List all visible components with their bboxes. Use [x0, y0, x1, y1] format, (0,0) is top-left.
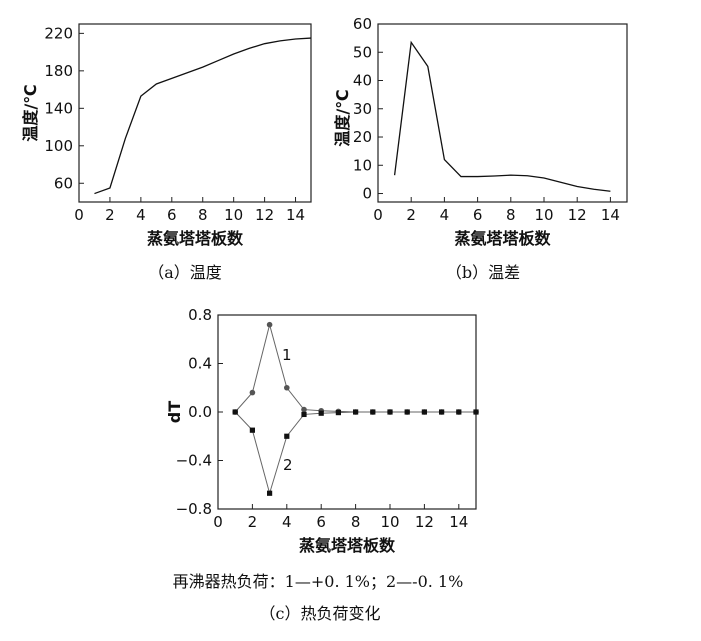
- chart-caption: （b）温差: [446, 263, 520, 282]
- y-tick-label: 60: [54, 174, 73, 192]
- x-tick-label: 4: [282, 513, 292, 531]
- series-line: [94, 37, 312, 195]
- x-tick-label: 12: [568, 206, 587, 224]
- series-2-point: [301, 411, 307, 418]
- y-tick-label: 140: [44, 99, 73, 117]
- series-1-point: [284, 384, 290, 391]
- y-tick-label: 0: [362, 185, 372, 203]
- y-tick-label: 0.8: [188, 306, 212, 324]
- x-tick-label: 12: [415, 513, 434, 531]
- plot-frame: [377, 23, 628, 203]
- x-tick-label: 6: [167, 206, 177, 224]
- y-axis-label: dT: [165, 401, 184, 423]
- plot-frame: [78, 23, 312, 203]
- x-tick-label: 2: [105, 206, 115, 224]
- series-2-point: [284, 433, 290, 439]
- x-tick-label: 14: [601, 206, 620, 224]
- series-2-point: [318, 410, 324, 416]
- series-2-point: [439, 409, 445, 415]
- x-tick-label: 10: [534, 206, 553, 224]
- x-tick-label: 0: [74, 206, 84, 224]
- series-2-label: 2: [283, 456, 293, 474]
- x-tick-label: 14: [449, 513, 468, 531]
- chart-caption: （a）温度: [148, 263, 222, 282]
- x-tick-label: 10: [380, 513, 399, 531]
- y-tick-label: 20: [353, 128, 372, 146]
- x-axis-label: 蒸氨塔塔板数: [147, 229, 244, 248]
- x-tick-label: 0: [213, 513, 223, 531]
- series-2-point: [353, 409, 359, 415]
- x-tick-label: 8: [351, 513, 361, 531]
- x-tick-label: 10: [224, 206, 243, 224]
- series-1-point: [266, 321, 273, 328]
- series-1-label: 1: [282, 346, 292, 364]
- y-tick-label: 0.0: [188, 403, 212, 421]
- series-2-point: [421, 409, 427, 415]
- series-2-line: [234, 411, 476, 496]
- y-tick-label: 30: [353, 100, 372, 118]
- x-tick-label: 12: [255, 206, 274, 224]
- chart-c: 0 2 4 6 8 10 12 140.80.40.0−0.4−0.8蒸氨塔塔板数dT（c）热…: [165, 306, 479, 623]
- series-1-point: [301, 406, 307, 413]
- chart-a: 0 2 4 6 8 10 12 14 60 100 140 180 220 蒸氨塔塔板数 温度/℃ （a）温度: [21, 23, 312, 282]
- x-tick-label: 8: [506, 206, 516, 224]
- x-axis-label: 蒸氨塔塔板数: [299, 536, 396, 555]
- y-tick-label: 220: [44, 24, 73, 42]
- y-tick-label: 0.4: [188, 355, 212, 373]
- y-axis-label: 温度/℃: [21, 84, 40, 142]
- series-2-point: [267, 490, 273, 496]
- x-tick-label: 4: [440, 206, 450, 224]
- series-1-point: [249, 389, 256, 396]
- series-1-line: [234, 322, 476, 413]
- series-2-point: [473, 409, 479, 415]
- series-2-point: [335, 410, 341, 416]
- chart-caption: （c）热负荷变化: [260, 604, 381, 623]
- series-line: [393, 40, 611, 192]
- chart-b: 0 2 4 6 8 10 12 14 0 10 20 30 40 50 60 蒸氨塔塔板数 温度/℃ （b）温差: [333, 15, 628, 282]
- x-axis-label: 蒸氨塔塔板数: [454, 229, 551, 248]
- y-tick-label: 40: [353, 72, 372, 90]
- y-tick-label: 50: [353, 43, 372, 61]
- series-2-point: [370, 409, 376, 415]
- series-2-point: [249, 427, 255, 433]
- y-axis-label: 温度/℃: [333, 89, 352, 147]
- x-tick-label: 6: [473, 206, 483, 224]
- x-tick-label: 0: [373, 206, 383, 224]
- series-2-point: [387, 409, 393, 415]
- x-tick-label: 14: [286, 206, 305, 224]
- chart-subcaption: 再沸器热负荷：1—+0. 1%；2—-0. 1%: [173, 572, 464, 591]
- y-tick-label: 180: [44, 62, 73, 80]
- x-tick-label: 4: [136, 206, 146, 224]
- y-tick-label: −0.8: [176, 500, 212, 518]
- y-tick-label: −0.4: [176, 452, 212, 470]
- series-2-point: [232, 409, 238, 415]
- x-tick-label: 6: [316, 513, 326, 531]
- x-tick-label: 2: [248, 513, 258, 531]
- y-tick-label: 100: [44, 137, 73, 155]
- y-tick-label: 60: [353, 15, 372, 33]
- series-2-point: [404, 409, 410, 415]
- x-tick-label: 2: [406, 206, 416, 224]
- x-tick-label: 8: [198, 206, 208, 224]
- series-2-point: [456, 409, 462, 415]
- y-tick-label: 10: [353, 156, 372, 174]
